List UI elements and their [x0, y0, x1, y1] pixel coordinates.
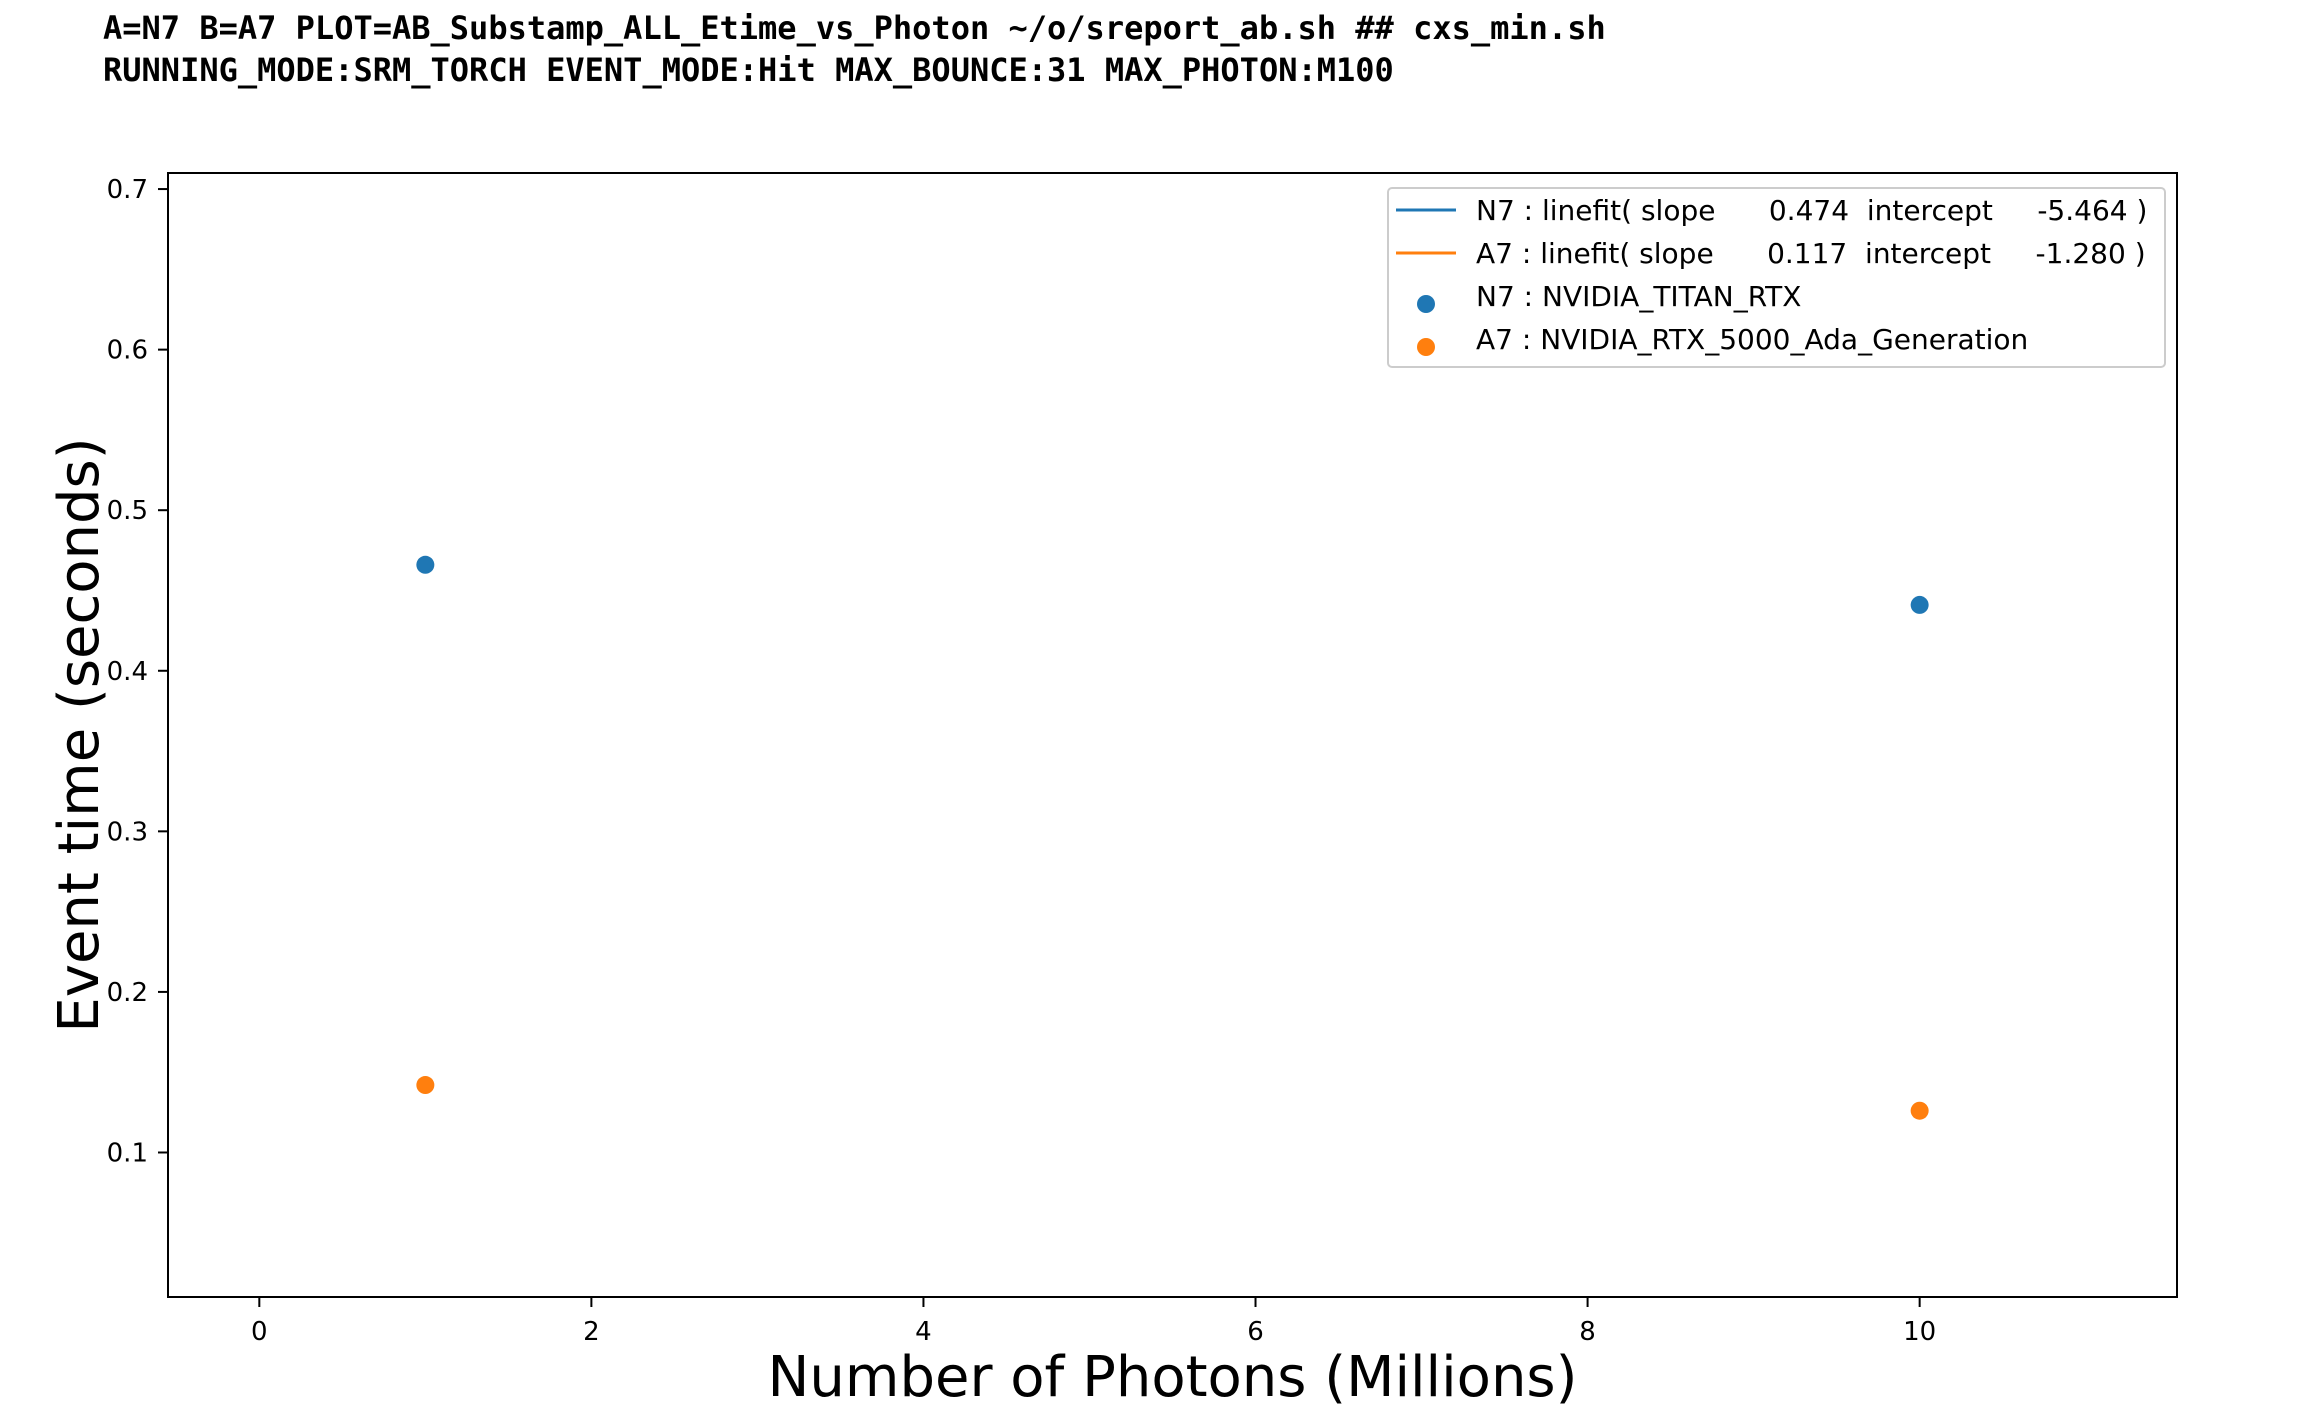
plot-frame: [167, 172, 2178, 1298]
y-axis-ticks: 0.1 0.2 0.3 0.4 0.5 0.6 0.7: [107, 175, 168, 1168]
x-axis-ticks: 0 2 4 6 8 10: [251, 1297, 1936, 1347]
x-tick-label: 6: [1247, 1317, 1264, 1347]
data-point-series-1: [416, 1076, 435, 1095]
legend-entry-label: A7 : linefit( slope 0.117 intercept -1.2…: [1476, 237, 2146, 270]
x-axis-label: Number of Photons (Millions): [768, 1345, 1578, 1410]
plot-marks: [416, 555, 1929, 1120]
x-tick-label: 4: [915, 1317, 932, 1347]
y-tick-label: 0.6: [107, 336, 148, 366]
legend-box: [1387, 187, 2166, 368]
y-tick-label: 0.5: [107, 496, 148, 526]
x-tick-label: 0: [251, 1317, 268, 1347]
y-tick-label: 0.3: [107, 817, 148, 847]
y-tick-label: 0.2: [107, 978, 148, 1008]
legend-entry-label: N7 : linefit( slope 0.474 intercept -5.4…: [1476, 194, 2147, 227]
legend-entry-label: N7 : NVIDIA_TITAN_RTX: [1476, 280, 1801, 313]
legend-marker-swatch: [1417, 295, 1435, 313]
x-tick-label: 2: [583, 1317, 600, 1347]
y-tick-label: 0.4: [107, 657, 148, 687]
data-point-series-1: [1910, 1101, 1929, 1120]
chart-title-line-1: A=N7 B=A7 PLOT=AB_Substamp_ALL_Etime_vs_…: [103, 9, 1606, 47]
y-axis-label: Event time (seconds): [47, 437, 112, 1032]
y-tick-label: 0.1: [107, 1138, 148, 1168]
legend-entry-label: A7 : NVIDIA_RTX_5000_Ada_Generation: [1476, 323, 2028, 356]
x-tick-label: 8: [1579, 1317, 1596, 1347]
y-tick-label: 0.7: [107, 175, 148, 205]
data-point-series-0: [1910, 595, 1929, 614]
data-point-series-0: [416, 555, 435, 574]
legend: N7 : linefit( slope 0.474 intercept -5.4…: [1387, 187, 2166, 368]
chart-title-line-2: RUNNING_MODE:SRM_TORCH EVENT_MODE:Hit MA…: [103, 51, 1394, 89]
legend-marker-swatch: [1417, 338, 1435, 356]
x-tick-label: 10: [1903, 1317, 1936, 1347]
